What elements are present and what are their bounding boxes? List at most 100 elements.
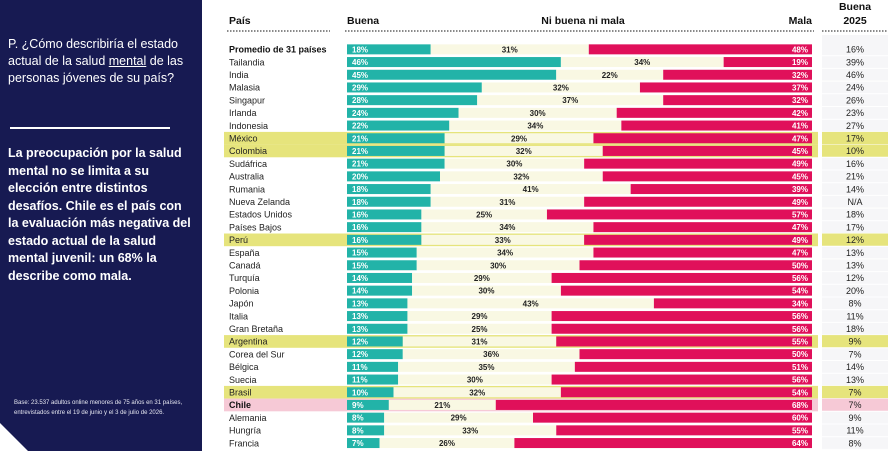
data-label-good: 16%	[352, 236, 368, 245]
data-label-neither: 43%	[523, 299, 539, 308]
bar-segment-neither	[393, 387, 561, 398]
bar-segment-good	[347, 361, 399, 372]
data-label-good: 11%	[352, 363, 368, 372]
row-highlight-2025	[822, 335, 888, 348]
bar-segment-good	[347, 120, 450, 131]
bar-segment-good	[347, 57, 561, 68]
row-good-2025-value: 14%	[846, 184, 864, 194]
row-good-2025-value: 17%	[846, 222, 864, 232]
bar-segment-good	[347, 260, 417, 271]
data-label-bad: 54%	[792, 287, 808, 296]
data-label-neither: 31%	[472, 337, 488, 346]
bar-segment-neither	[402, 349, 580, 360]
data-label-good: 12%	[352, 337, 368, 346]
data-label-neither: 30%	[506, 160, 522, 169]
bar-segment-bad	[602, 145, 812, 156]
data-label-neither: 41%	[523, 185, 539, 194]
bar-segment-neither	[440, 171, 603, 182]
data-label-bad: 49%	[792, 198, 808, 207]
bar-segment-neither	[384, 412, 533, 423]
bar-segment-bad	[495, 399, 812, 410]
data-label-neither: 34%	[497, 249, 513, 258]
bar-segment-neither	[412, 272, 552, 283]
data-label-neither: 31%	[499, 198, 515, 207]
row-good-2025-value: 11%	[846, 426, 863, 436]
bar-segment-neither	[430, 44, 589, 55]
data-label-bad: 48%	[792, 45, 808, 54]
data-label-good: 14%	[352, 274, 368, 283]
data-label-good: 45%	[352, 71, 368, 80]
row-country-label: Turquía	[229, 273, 260, 283]
bar-segment-good	[347, 399, 389, 410]
bar-segment-bad	[602, 171, 812, 182]
data-label-neither: 30%	[530, 109, 546, 118]
bar-segment-good	[347, 44, 431, 55]
row-country-label: Malasia	[229, 83, 260, 93]
bar-segment-bad	[584, 196, 812, 207]
row-country-label: Estados Unidos	[229, 210, 293, 220]
row-good-2025-value: 21%	[846, 172, 864, 182]
row-country-label: España	[229, 248, 260, 258]
bar-segment-good	[347, 196, 431, 207]
bar-segment-bad	[621, 120, 812, 131]
data-label-bad: 39%	[792, 185, 808, 194]
bar-segment-bad	[584, 158, 812, 169]
data-label-bad: 55%	[792, 337, 808, 346]
data-label-neither: 29%	[472, 312, 488, 321]
base-note: Base: 23.537 adultos online menores de 7…	[14, 400, 183, 416]
row-country-label: Colombia	[229, 146, 267, 156]
data-label-bad: 57%	[792, 210, 808, 219]
data-label-neither: 35%	[478, 363, 494, 372]
row-country-label: Corea del Sur	[229, 349, 285, 359]
data-label-bad: 32%	[792, 71, 808, 80]
question-underlined-word: mental	[108, 54, 147, 68]
data-label-good: 22%	[352, 122, 368, 131]
bar-segment-good	[347, 285, 413, 296]
row-good-2025-value: 13%	[846, 248, 864, 258]
data-label-good: 12%	[352, 350, 368, 359]
bar-segment-neither	[477, 95, 664, 106]
data-label-bad: 56%	[792, 325, 808, 334]
bar-segment-neither	[398, 374, 552, 385]
bar-segment-neither	[416, 260, 580, 271]
row-country-label: Rumania	[229, 184, 265, 194]
question-prefix: P. ¿Cómo describiría el estado actual de…	[8, 37, 178, 68]
data-label-bad: 32%	[792, 96, 808, 105]
row-good-2025-value: 7%	[848, 387, 861, 397]
row-good-2025-value: 26%	[846, 95, 864, 105]
bar-segment-good	[347, 387, 394, 398]
bar-segment-neither	[421, 222, 594, 233]
data-label-bad: 56%	[792, 274, 808, 283]
row-good-2025-value: 16%	[846, 159, 864, 169]
bar-segment-neither	[412, 285, 561, 296]
row-good-2025-value: 20%	[846, 286, 864, 296]
data-label-bad: 51%	[792, 363, 808, 372]
row-country-label: Bélgica	[229, 362, 259, 372]
data-label-good: 15%	[352, 261, 368, 270]
bar-segment-neither	[416, 247, 594, 258]
bar-segment-good	[347, 171, 440, 182]
row-good-2025-value: 39%	[846, 57, 864, 67]
data-label-neither: 26%	[439, 439, 455, 448]
data-label-good: 28%	[352, 96, 368, 105]
data-label-good: 13%	[352, 312, 368, 321]
bar-segment-bad	[574, 361, 812, 372]
data-label-neither: 34%	[634, 58, 650, 67]
bar-segment-bad	[533, 412, 812, 423]
row-country-label: Italia	[229, 311, 248, 321]
row-good-2025-value: 9%	[848, 413, 861, 423]
row-country-label: Argentina	[229, 337, 268, 347]
bar-segment-neither	[402, 336, 557, 347]
data-label-bad: 50%	[792, 350, 808, 359]
row-good-2025-value: 7%	[848, 400, 861, 410]
bar-segment-neither	[379, 438, 515, 449]
data-label-neither: 34%	[527, 122, 543, 131]
data-label-bad: 56%	[792, 312, 808, 321]
row-good-2025-value: 10%	[846, 146, 864, 156]
bar-segment-good	[347, 311, 408, 322]
data-label-neither: 32%	[469, 388, 485, 397]
row-country-label: Sudáfrica	[229, 159, 267, 169]
row-good-2025-value: 12%	[846, 235, 864, 245]
data-label-bad: 47%	[792, 223, 808, 232]
